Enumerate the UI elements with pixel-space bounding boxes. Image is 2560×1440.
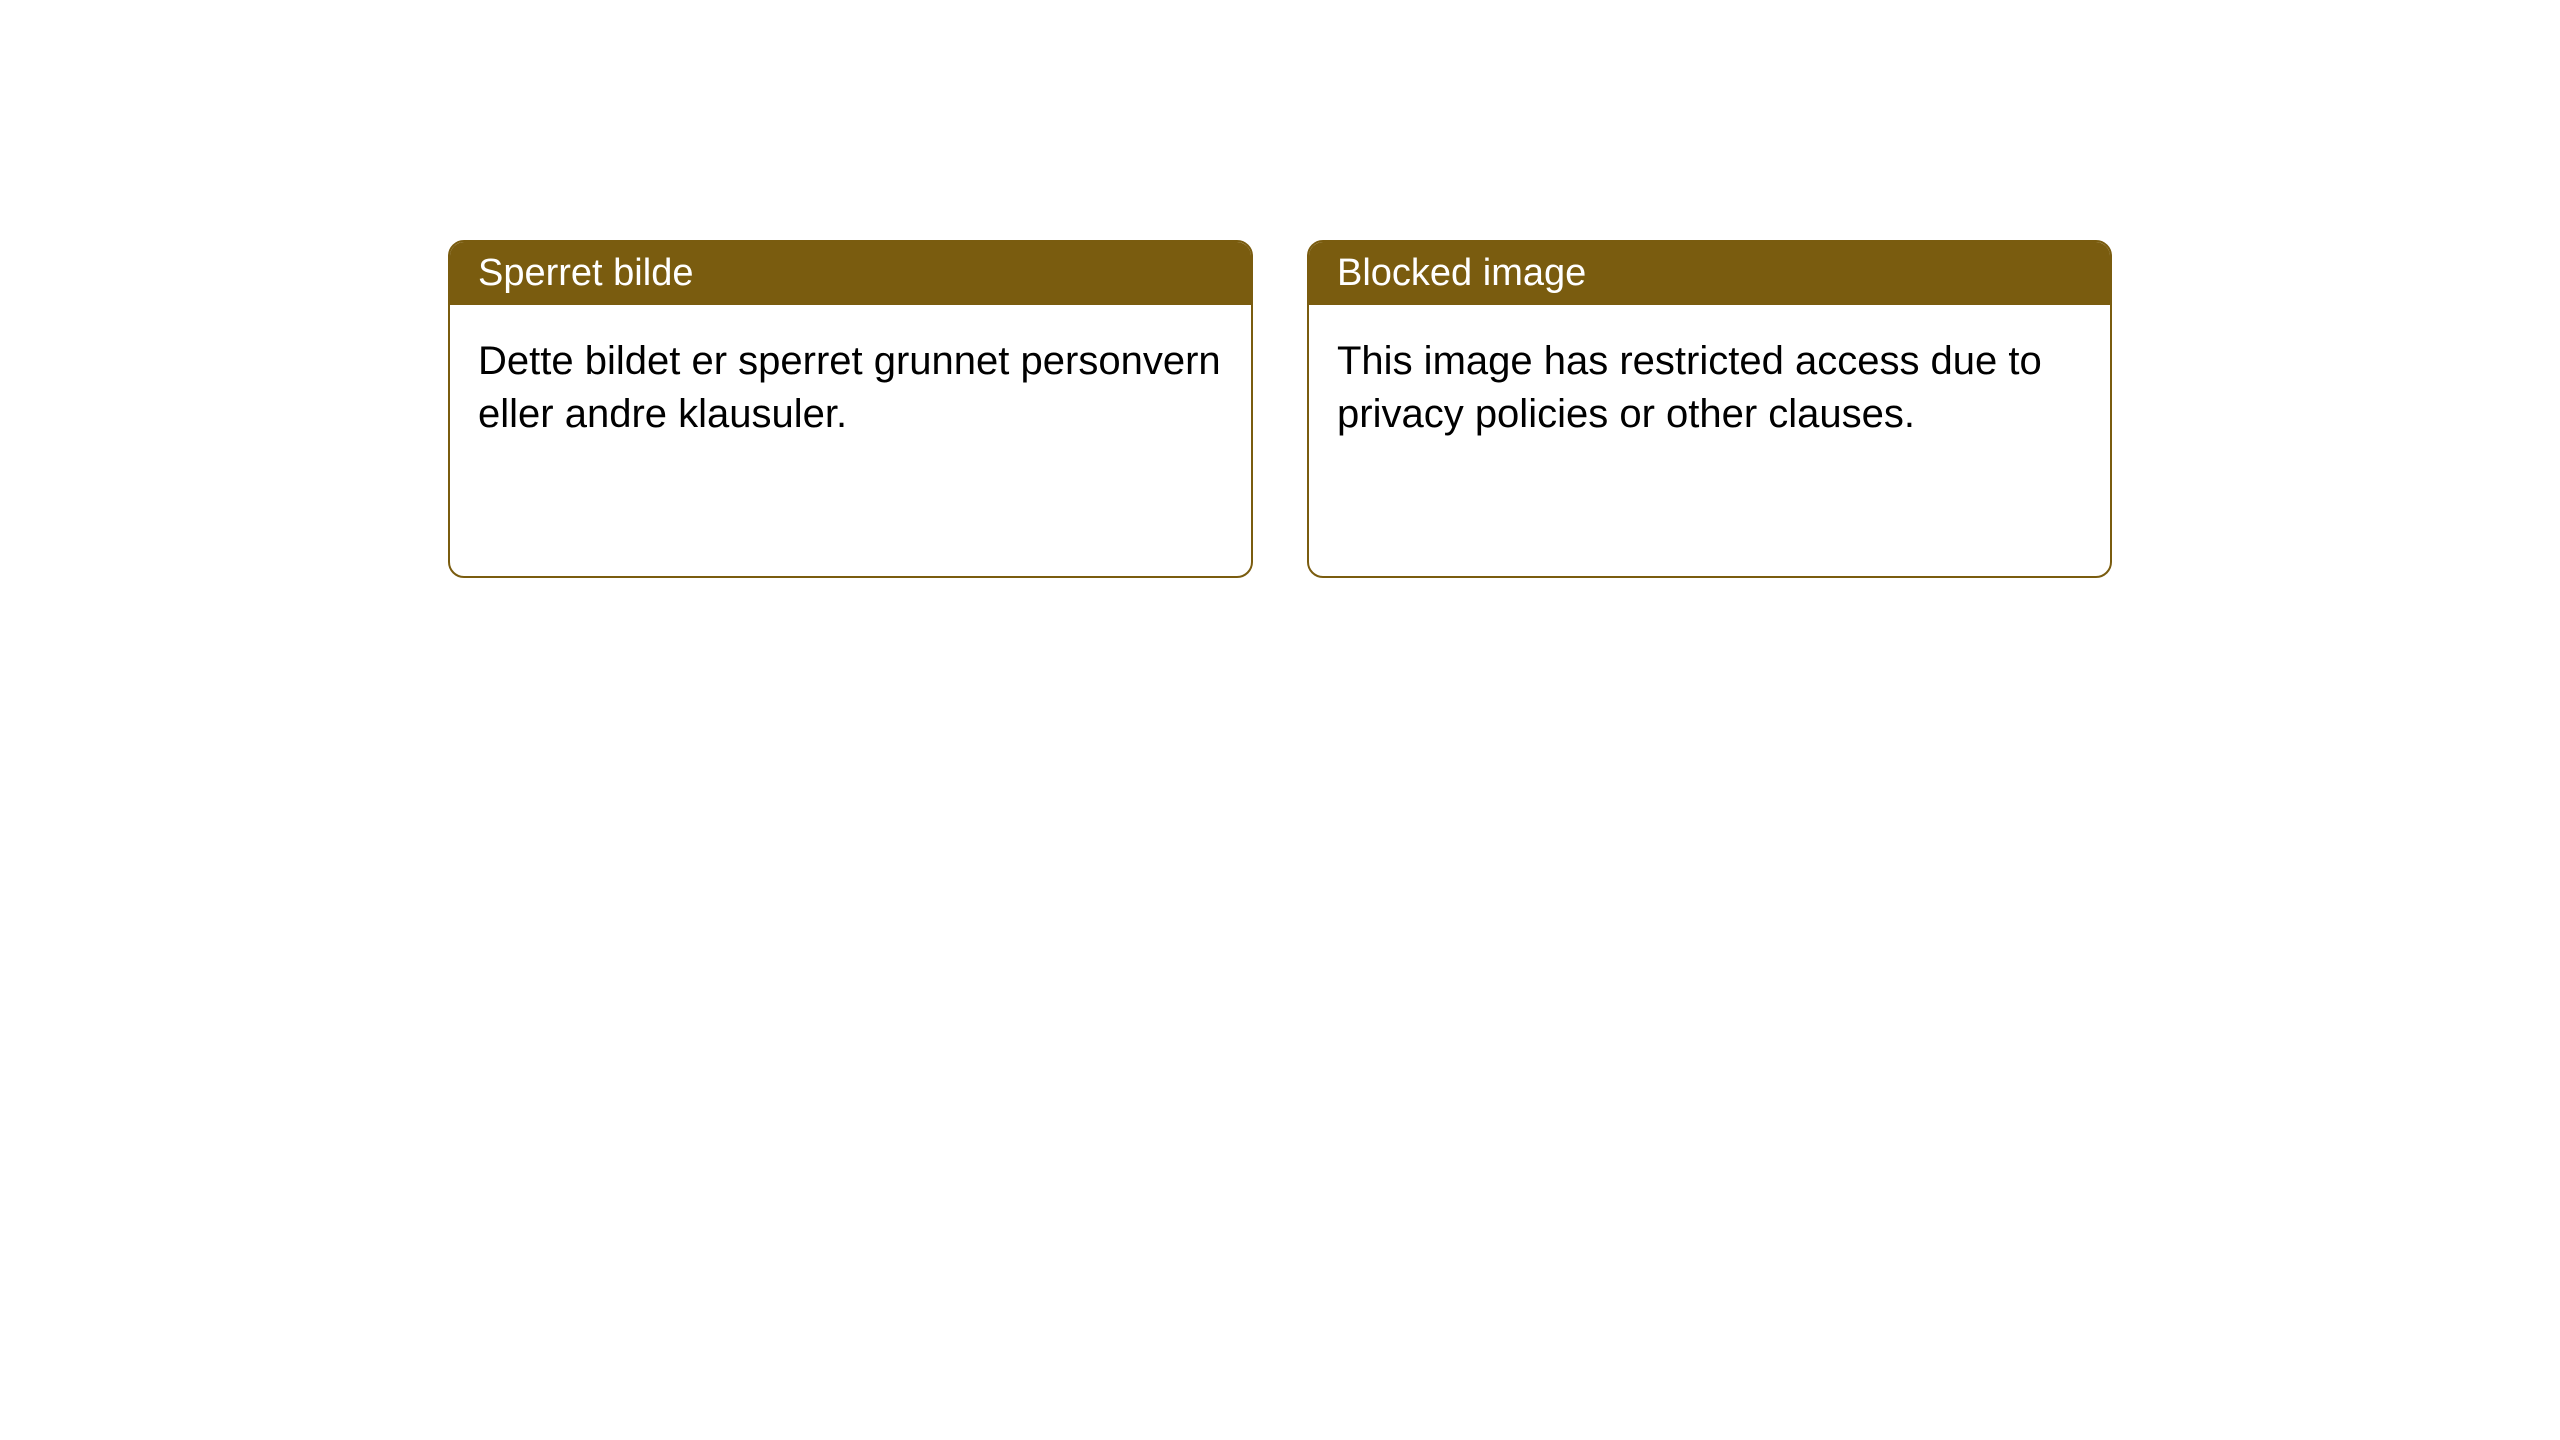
notice-body: This image has restricted access due to … bbox=[1309, 305, 2110, 471]
notice-title: Blocked image bbox=[1337, 252, 1586, 294]
notice-card-english: Blocked image This image has restricted … bbox=[1307, 240, 2112, 578]
notice-container: Sperret bilde Dette bildet er sperret gr… bbox=[0, 0, 2560, 578]
notice-body-text: This image has restricted access due to … bbox=[1337, 339, 2042, 436]
notice-header: Blocked image bbox=[1309, 242, 2110, 305]
notice-header: Sperret bilde bbox=[450, 242, 1251, 305]
notice-card-norwegian: Sperret bilde Dette bildet er sperret gr… bbox=[448, 240, 1253, 578]
notice-body-text: Dette bildet er sperret grunnet personve… bbox=[478, 339, 1221, 436]
notice-body: Dette bildet er sperret grunnet personve… bbox=[450, 305, 1251, 471]
notice-title: Sperret bilde bbox=[478, 252, 693, 294]
